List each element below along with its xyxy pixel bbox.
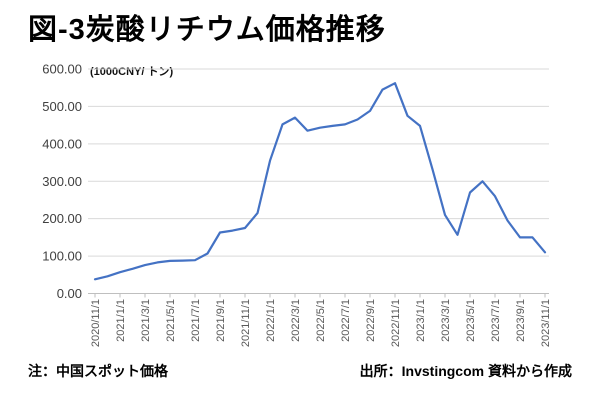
x-tick-label: 2022/3/1 <box>290 299 302 342</box>
price-line-series <box>93 82 547 281</box>
x-tick-label: 2022/9/1 <box>365 299 377 342</box>
x-tick-label: 2021/9/1 <box>215 299 227 342</box>
x-tick-label: 2021/1/1 <box>115 299 127 342</box>
x-tick-label: 2023/9/1 <box>515 299 527 342</box>
x-tick-label: 2021/7/1 <box>190 299 202 342</box>
y-tick-label: 300.00 <box>42 174 82 189</box>
x-tick-label: 2023/7/1 <box>490 299 502 342</box>
y-tick-label: 500.00 <box>42 99 82 114</box>
x-tick-label: 2023/1/1 <box>415 299 427 342</box>
x-tick-label: 2021/5/1 <box>165 299 177 342</box>
footnote: 注：中国スポット価格 <box>28 363 168 379</box>
chart-title: 図-3炭酸リチウム価格推移 <box>28 14 386 46</box>
y-tick-label: 400.00 <box>42 136 82 151</box>
x-tick-label: 2022/11/1 <box>390 299 402 347</box>
x-tick-label: 2022/7/1 <box>340 299 352 342</box>
x-tick-label: 2022/1/1 <box>265 299 277 342</box>
x-tick-label: 2021/3/1 <box>140 299 152 342</box>
x-tick-label: 2020/11/1 <box>90 299 102 347</box>
y-tick-label: 100.00 <box>42 249 82 264</box>
x-tick-label: 2023/11/1 <box>540 299 552 347</box>
source-note: 出所：Invstingcom 資料から作成 <box>359 363 572 379</box>
y-tick-label: 0.00 <box>57 286 82 301</box>
x-tick-label: 2023/3/1 <box>440 299 452 342</box>
x-tick-label: 2021/11/1 <box>240 299 252 347</box>
x-tick-label: 2023/5/1 <box>465 299 477 342</box>
y-tick-label: 200.00 <box>42 211 82 226</box>
y-tick-label: 600.00 <box>42 62 82 77</box>
x-tick-label: 2022/5/1 <box>315 299 327 342</box>
